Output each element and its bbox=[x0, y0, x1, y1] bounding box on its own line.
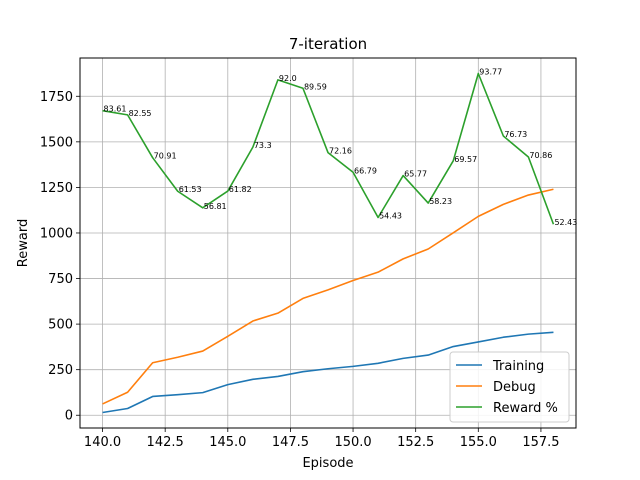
data-label: 69.57 bbox=[454, 155, 477, 164]
data-label: 92.0 bbox=[279, 74, 297, 83]
y-tick-label: 250 bbox=[48, 363, 73, 378]
data-label: 65.77 bbox=[404, 170, 427, 179]
legend-label: Training bbox=[492, 359, 544, 374]
data-label: 82.55 bbox=[129, 109, 152, 118]
legend-box bbox=[449, 351, 570, 423]
data-label: 83.61 bbox=[104, 105, 127, 114]
x-tick-label: 147.5 bbox=[272, 435, 309, 450]
data-label: 72.16 bbox=[329, 147, 352, 156]
y-tick-label: 500 bbox=[48, 318, 73, 333]
x-tick-label: 140.0 bbox=[84, 435, 121, 450]
data-label: 66.79 bbox=[354, 166, 377, 175]
chart-title: 7-iteration bbox=[289, 35, 367, 53]
data-label: 73.3 bbox=[254, 141, 272, 150]
y-axis: 0 250 500 750 1000 1250 1500 1750 bbox=[40, 90, 80, 424]
data-label: 58.23 bbox=[429, 197, 452, 206]
data-label: 56.81 bbox=[204, 202, 227, 211]
y-tick-label: 1500 bbox=[40, 135, 73, 150]
series-line-training bbox=[102, 331, 554, 414]
x-axis-title: Episode bbox=[302, 456, 353, 471]
x-tick-label: 157.5 bbox=[522, 435, 559, 450]
y-tick-label: 1000 bbox=[40, 226, 73, 241]
data-label: 61.53 bbox=[179, 185, 202, 194]
x-tick-label: 145.0 bbox=[209, 435, 246, 450]
series-line-reward bbox=[102, 72, 555, 225]
data-label: 70.91 bbox=[154, 152, 177, 161]
series-line-debug bbox=[102, 188, 554, 405]
x-axis: 140.0 142.5 145.0 147.5 150.0 152.5 155.0 157.5 bbox=[84, 428, 560, 450]
x-tick-label: 142.5 bbox=[147, 435, 184, 450]
y-tick-label: 1250 bbox=[40, 181, 73, 196]
data-label: 70.86 bbox=[529, 151, 552, 160]
grid bbox=[80, 58, 576, 428]
y-tick-label: 0 bbox=[65, 409, 73, 424]
series-layer bbox=[102, 72, 555, 414]
data-label: 76.73 bbox=[504, 130, 527, 139]
legend-label: Debug bbox=[493, 380, 536, 395]
y-axis-title: Reward bbox=[16, 219, 31, 267]
x-tick-label: 155.0 bbox=[460, 435, 497, 450]
y-tick-label: 750 bbox=[48, 272, 73, 287]
data-label: 52.43 bbox=[554, 218, 577, 227]
x-tick-label: 150.0 bbox=[334, 435, 371, 450]
legend: Training Debug Reward % bbox=[449, 351, 570, 423]
data-label: 89.59 bbox=[304, 82, 327, 91]
data-label: 61.82 bbox=[229, 185, 252, 194]
legend-label: Reward % bbox=[493, 401, 558, 416]
x-tick-label: 152.5 bbox=[397, 435, 434, 450]
y-tick-label: 1750 bbox=[40, 90, 73, 105]
data-label: 54.43 bbox=[379, 211, 402, 220]
plot-frame bbox=[79, 57, 577, 429]
data-label: 93.77 bbox=[479, 67, 502, 76]
